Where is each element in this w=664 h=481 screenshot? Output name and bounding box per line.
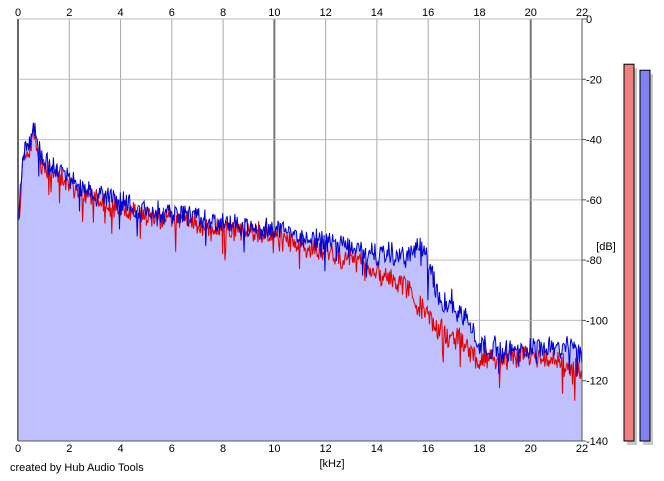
x-tick-label: 10 (268, 443, 280, 455)
x-tick-label: 16 (422, 7, 434, 19)
x-tick-label: 12 (320, 443, 332, 455)
level-bar (639, 69, 651, 442)
y-tick-label: -80 (586, 255, 602, 267)
x-tick-labels-bottom: 0 2 4 6 8 10 12 14 16 18 20 22 (15, 443, 588, 455)
series-line-blue (17, 122, 583, 377)
y-tick-label: -140 (586, 436, 608, 448)
x-tick-label: 8 (220, 7, 226, 19)
x-tick-label: 0 (15, 7, 21, 19)
x-tick-label: 20 (525, 443, 537, 455)
x-tick-label: 6 (169, 7, 175, 19)
x-tick-labels-top: 0 2 4 6 8 10 12 14 16 18 20 22 (15, 7, 588, 19)
y-tick-label: -60 (586, 195, 602, 207)
x-tick-label: 18 (473, 7, 485, 19)
series-lines (17, 122, 583, 401)
y-tick-label: -120 (586, 376, 608, 388)
axes (17, 19, 583, 442)
series-line-red (17, 124, 583, 401)
y-axis-label: [dB] (596, 241, 616, 253)
x-tick-label: 14 (371, 7, 383, 19)
level-bar (623, 63, 635, 442)
x-tick-label: 12 (320, 7, 332, 19)
x-tick-label: 6 (169, 443, 175, 455)
spectrum-area (18, 122, 582, 441)
x-tick-label: 20 (525, 7, 537, 19)
y-tick-labels: 0 -20 -40 -60 -80 -100 -120 -140 (582, 14, 608, 448)
x-tick-label: 8 (220, 443, 226, 455)
y-tick-label: -100 (586, 315, 608, 327)
x-tick-label: 22 (576, 7, 588, 19)
x-tick-label: 4 (117, 443, 123, 455)
x-tick-label: 22 (576, 443, 588, 455)
y-tick-label: -40 (586, 135, 602, 147)
x-tick-label: 2 (66, 7, 72, 19)
x-tick-label: 4 (117, 7, 123, 19)
x-tick-label: 0 (15, 443, 21, 455)
y-tick-label: -20 (586, 74, 602, 86)
level-meters (623, 63, 653, 445)
x-tick-label: 16 (422, 443, 434, 455)
y-tick-label: 0 (586, 14, 592, 26)
x-tick-label: 18 (473, 443, 485, 455)
x-tick-label: 2 (66, 443, 72, 455)
spectrum-fill (18, 122, 582, 441)
x-tick-label: 10 (268, 7, 280, 19)
x-tick-label: 14 (371, 443, 383, 455)
credit-text: created by Hub Audio Tools (10, 462, 144, 474)
x-axis-label: [kHz] (319, 458, 344, 470)
